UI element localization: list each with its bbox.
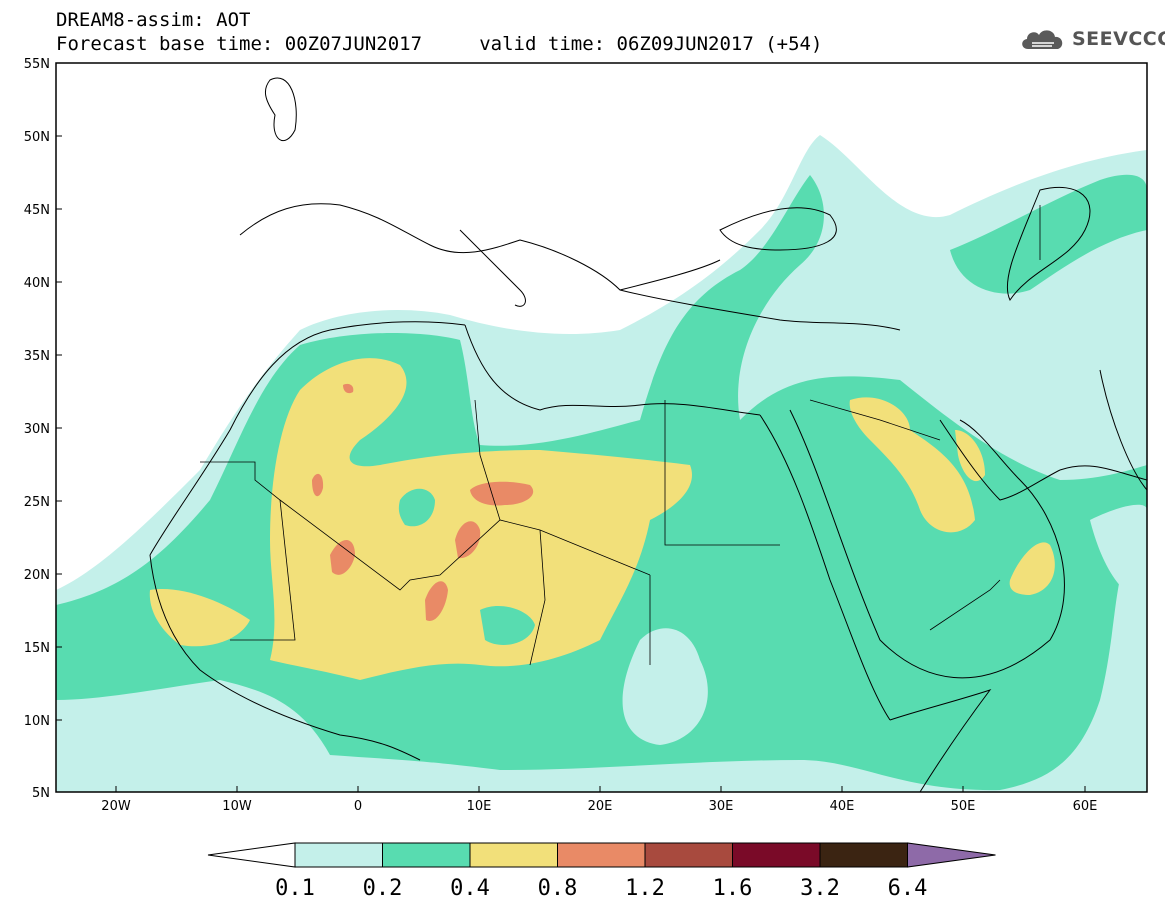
lon-labels: 20W 10W 0 10E 20E 30E 40E 50E 60E (101, 799, 1097, 814)
aot-band-0.8-b (455, 521, 481, 559)
border-3 (474, 399, 501, 521)
coast-turkey (619, 289, 901, 331)
colorbar-box (732, 842, 821, 868)
aot-band-0.4-w (149, 589, 250, 647)
coast-caspian (1006, 186, 1091, 301)
aot-band-0.4-gulf (849, 397, 975, 533)
colorbar-label: 1.2 (625, 876, 665, 901)
coast-persian-gulf (939, 419, 1061, 501)
coast-arabian-sea (1059, 465, 1147, 481)
coast-india (1099, 369, 1147, 491)
lat-label: 50N (24, 130, 50, 145)
colorbar-boxes (207, 842, 996, 868)
colorbar-label: 0.8 (538, 876, 578, 901)
border-8 (929, 579, 1001, 631)
cloud-icon (1022, 30, 1063, 49)
border-7 (809, 399, 941, 441)
coast-british-isles (264, 77, 297, 142)
aot-band-0.4-gulf2 (955, 430, 985, 482)
colorbar-box (294, 842, 383, 868)
colorbar-label: 6.4 (888, 876, 928, 901)
colorbar-box (469, 842, 558, 868)
coast-arabia (789, 409, 1065, 679)
lon-label: 30E (709, 799, 734, 814)
aot-band-0.8-d (425, 581, 448, 621)
coast-gulf-guinea (149, 554, 421, 761)
aot-band-0.2-hole-2 (480, 605, 535, 645)
map-frame (55, 62, 1148, 793)
lat-label: 55N (24, 57, 50, 72)
coast-red-sea (759, 414, 891, 721)
lat-label: 25N (24, 495, 50, 510)
lon-label: 20W (101, 799, 131, 814)
aot-band-0.8-f (343, 383, 354, 394)
aot-band-0.2-ne (950, 174, 1147, 294)
aot-band-0.1-hole-3 (1090, 504, 1147, 600)
colorbar-label: 0.1 (275, 876, 315, 901)
lon-label: 0 (354, 799, 362, 814)
lat-label: 20N (24, 568, 50, 583)
aot-band-0.4-oman (1009, 542, 1055, 595)
border-1 (200, 461, 651, 591)
colorbar-box (557, 842, 646, 868)
coast-west-africa (149, 321, 466, 556)
lon-label: 60E (1073, 799, 1098, 814)
lat-label: 35N (24, 349, 50, 364)
lon-label: 10E (467, 799, 492, 814)
colorbar-label: 3.2 (800, 876, 840, 901)
aot-band-0.8-e (312, 473, 324, 497)
colorbar-label: 1.6 (713, 876, 753, 901)
lat-label: 40N (24, 276, 50, 291)
colorbar-label: 0.2 (363, 876, 403, 901)
coastlines (149, 77, 1147, 792)
coast-north-africa (464, 324, 761, 416)
aot-band-0.8-a (470, 481, 534, 506)
borders (200, 205, 1041, 666)
lat-label: 30N (24, 422, 50, 437)
border-2 (230, 499, 296, 641)
lon-label: 40E (830, 799, 855, 814)
colorbar-box (382, 842, 471, 868)
lon-label: 20E (588, 799, 613, 814)
lat-label: 5N (32, 786, 50, 801)
aot-band-0.8-c (330, 540, 355, 575)
coast-italy (459, 229, 526, 307)
colorbar-max-arrow (907, 842, 996, 868)
border-4 (529, 529, 546, 666)
coast-black-sea (719, 207, 837, 251)
lat-label: 45N (24, 203, 50, 218)
colorbar-box (819, 842, 908, 868)
colorbar-label: 0.4 (450, 876, 490, 901)
lat-label: 15N (24, 641, 50, 656)
aot-band-0.4 (270, 358, 692, 680)
seevccc-logo: SEEVCCC (1018, 24, 1165, 54)
aot-band-0.1-hole-2 (70, 703, 306, 785)
colorbar-labels: 0.1 0.2 0.4 0.8 1.2 1.6 3.2 6.4 (275, 876, 927, 901)
lat-label: 10N (24, 714, 50, 729)
logo-text: SEEVCCC (1072, 28, 1165, 50)
aot-band-0.1-hole-1 (622, 628, 708, 745)
title-line-2: Forecast base time: 00Z07JUN2017 valid t… (56, 33, 823, 55)
lon-label: 50E (951, 799, 976, 814)
colorbar-min-arrow (207, 842, 296, 868)
coast-somalia (889, 689, 992, 792)
aot-band-0.2-hole (398, 488, 435, 527)
title-line-1: DREAM8-assim: AOT (56, 9, 251, 31)
lon-label: 10W (222, 799, 252, 814)
lat-labels: 55N 50N 45N 40N 35N 30N 25N 20N 15N 10N … (24, 57, 50, 801)
colorbar-box (644, 842, 733, 868)
coast-europe (239, 203, 721, 291)
border-6 (664, 400, 780, 546)
